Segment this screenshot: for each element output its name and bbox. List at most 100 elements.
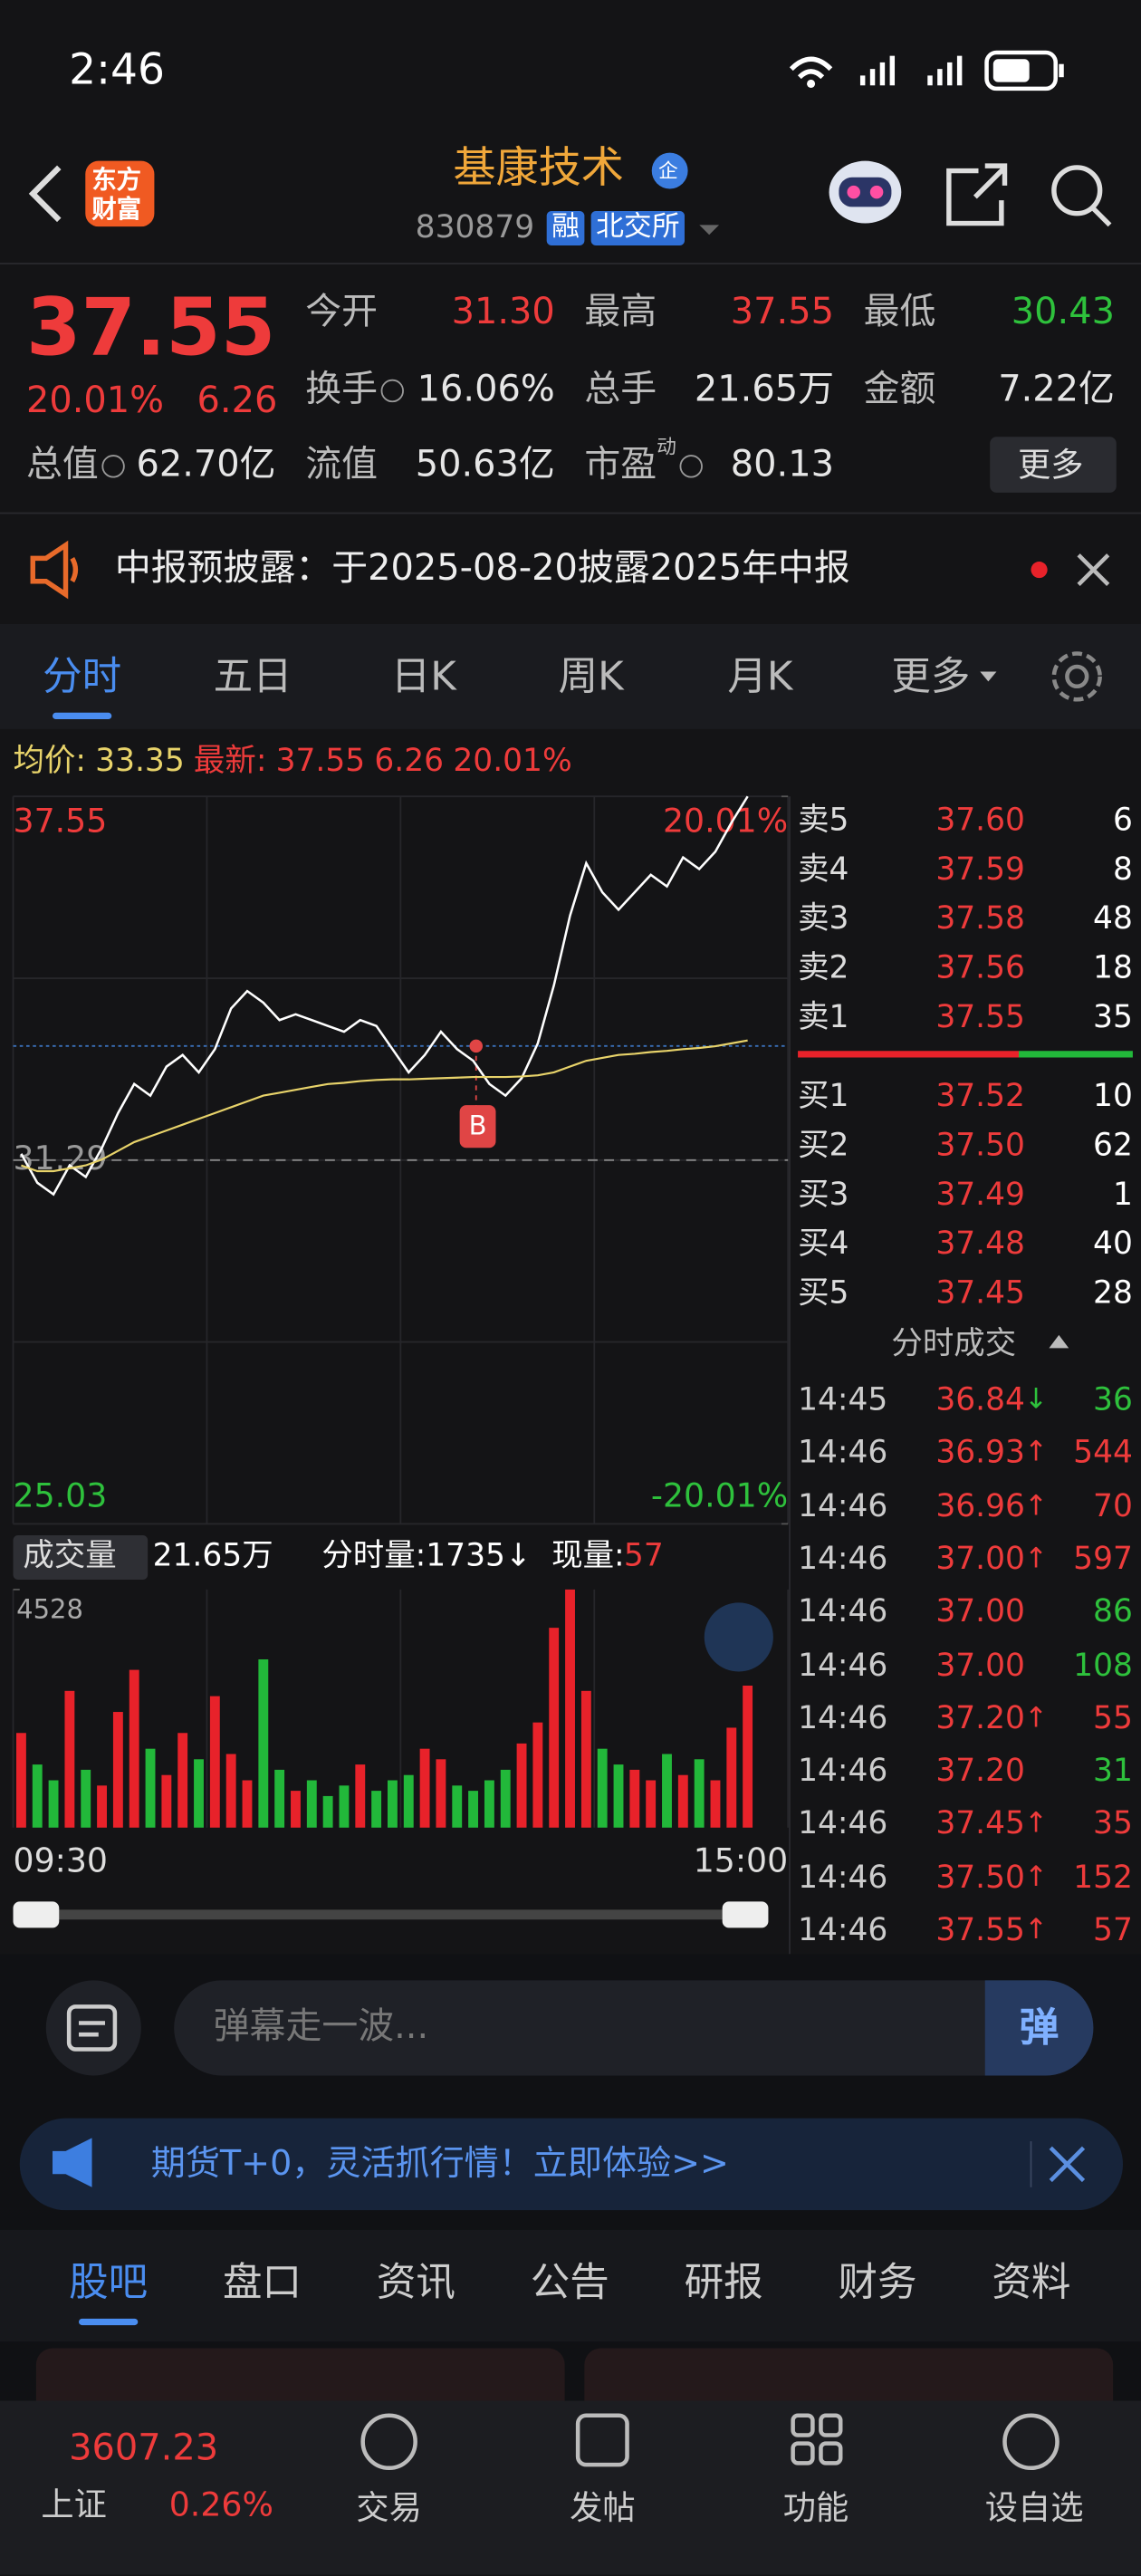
settings-icon[interactable] [1051, 651, 1102, 702]
section-tab[interactable]: 资料 [992, 2259, 1071, 2306]
volume-current-label: 现量: [551, 1537, 625, 1574]
comment-placeholder[interactable]: 弹幕走一波... [213, 2006, 429, 2048]
robot-icon[interactable] [829, 160, 902, 224]
volume-bar [97, 1785, 107, 1828]
close-icon[interactable] [1077, 553, 1110, 586]
nav-item[interactable]: 功能 [782, 2487, 849, 2528]
logo-text: 财富 [91, 194, 141, 225]
nav-item[interactable]: 发帖 [570, 2487, 636, 2528]
tab[interactable]: 日K [390, 653, 456, 700]
divider [0, 263, 1141, 264]
banner-bg[interactable] [19, 2118, 1124, 2211]
volume-bar [468, 1791, 479, 1828]
tab[interactable]: 分时 [43, 653, 122, 700]
book-volume: 40 [1093, 1226, 1133, 1263]
share-icon[interactable] [946, 163, 1008, 226]
back-icon[interactable] [28, 165, 62, 223]
nav-item[interactable]: 交易 [356, 2487, 422, 2528]
book-label: 卖3 [798, 900, 849, 937]
nav-icons[interactable] [360, 2413, 1060, 2471]
volume-bar [484, 1780, 494, 1828]
trade-volume: 597 [1073, 1541, 1133, 1578]
tab-underline [53, 712, 112, 720]
book-price: 37.48 [935, 1226, 1025, 1263]
nav-index-name[interactable]: 上证 [41, 2484, 107, 2524]
volume-bar [145, 1748, 156, 1828]
comment-icon[interactable] [66, 2004, 118, 2052]
volume-bar [549, 1628, 560, 1828]
volume-bar [81, 1769, 91, 1828]
trade-price: 36.93 [935, 1435, 1025, 1471]
book-volume: 1 [1112, 1176, 1133, 1213]
info-icon[interactable] [380, 379, 404, 403]
stat-label: 今开 [305, 292, 378, 334]
tab[interactable]: 更多 [891, 653, 971, 700]
volume-period: 分时量:1735↓ [321, 1537, 532, 1574]
notice-text[interactable]: 中报预披露：于2025-08-20披露2025年中报 [114, 548, 850, 590]
section-tab[interactable]: 财务 [838, 2259, 917, 2306]
quote-price: 37.55 [26, 282, 276, 375]
header-title: 基康技术 [453, 144, 624, 194]
comment-button[interactable]: 弹 [984, 1980, 1094, 2076]
tab[interactable]: 周K [558, 653, 624, 700]
stat-label: 最高 [584, 292, 657, 334]
nav-item[interactable]: 设自选 [984, 2487, 1084, 2528]
info-icon[interactable] [679, 455, 703, 478]
search-icon[interactable] [1051, 165, 1112, 227]
y-tick-label: 4528 [16, 1593, 83, 1624]
trade-price: 37.20 [935, 1753, 1025, 1790]
more-button-bg[interactable] [990, 437, 1117, 493]
trade-volume: 86 [1093, 1593, 1133, 1630]
summary-text: 均价: [13, 743, 87, 780]
more-button[interactable]: 更多 [1017, 445, 1084, 485]
section-tab[interactable]: 研报 [684, 2259, 763, 2306]
trade-time: 14:46 [798, 1435, 888, 1471]
trade-volume: 544 [1073, 1435, 1133, 1471]
tab-dropdown-icon[interactable] [980, 671, 997, 682]
trade-time: 14:46 [798, 1541, 888, 1578]
trade-arrow: ↑ [1024, 1436, 1049, 1470]
stat-value: 21.65万 [694, 369, 834, 411]
logo[interactable] [85, 160, 155, 227]
stat-label: 换手 [305, 369, 378, 411]
banner-icon [53, 2138, 92, 2187]
tab[interactable]: 月K [727, 653, 793, 700]
info-icon[interactable] [101, 455, 125, 478]
stat-value: 62.70亿 [136, 445, 276, 486]
volume-bar [225, 1754, 236, 1828]
volume-bar [500, 1769, 511, 1828]
volume-bar [48, 1780, 59, 1828]
book-ratio-bar [798, 1051, 1133, 1058]
banner-text[interactable]: 期货T+0，灵活抓行情！立即体验>> [150, 2143, 729, 2184]
volume-bar [177, 1733, 188, 1828]
tab[interactable]: 五日 [213, 653, 292, 700]
volume-title-bg[interactable] [13, 1535, 149, 1581]
section-tab[interactable]: 公告 [530, 2259, 609, 2306]
comment-box[interactable] [174, 1980, 1094, 2076]
stock-tag: 融 [546, 210, 585, 246]
volume-bar [516, 1743, 527, 1828]
trade-time: 14:46 [798, 1753, 888, 1790]
volume-bar [613, 1764, 624, 1828]
section-tab[interactable]: 资讯 [376, 2259, 455, 2306]
nav-index-pct[interactable]: 0.26% [168, 2484, 273, 2524]
trade-volume: 152 [1073, 1859, 1133, 1896]
section-tab[interactable]: 盘口 [222, 2259, 302, 2306]
sort-icon[interactable] [1049, 1334, 1069, 1349]
dropdown-icon[interactable] [699, 225, 720, 235]
section-tab[interactable]: 股吧 [69, 2259, 149, 2306]
volume-bar [161, 1774, 172, 1828]
trade-volume: 70 [1093, 1487, 1133, 1524]
tab-bar-bg [0, 623, 1141, 729]
volume-bar [677, 1774, 688, 1828]
trade-volume: 57 [1093, 1912, 1133, 1949]
nav-index-value[interactable]: 3607.23 [69, 2428, 219, 2470]
x-tick-label: 15:00 [693, 1841, 789, 1880]
comment-icon-bg[interactable] [45, 1980, 141, 2076]
summary-text: 20.01% [453, 743, 572, 780]
banner-close[interactable] [1049, 2146, 1086, 2183]
trade-volume: 36 [1093, 1381, 1133, 1418]
trade-price: 36.84 [935, 1381, 1025, 1418]
trade-price: 37.55 [935, 1912, 1025, 1949]
